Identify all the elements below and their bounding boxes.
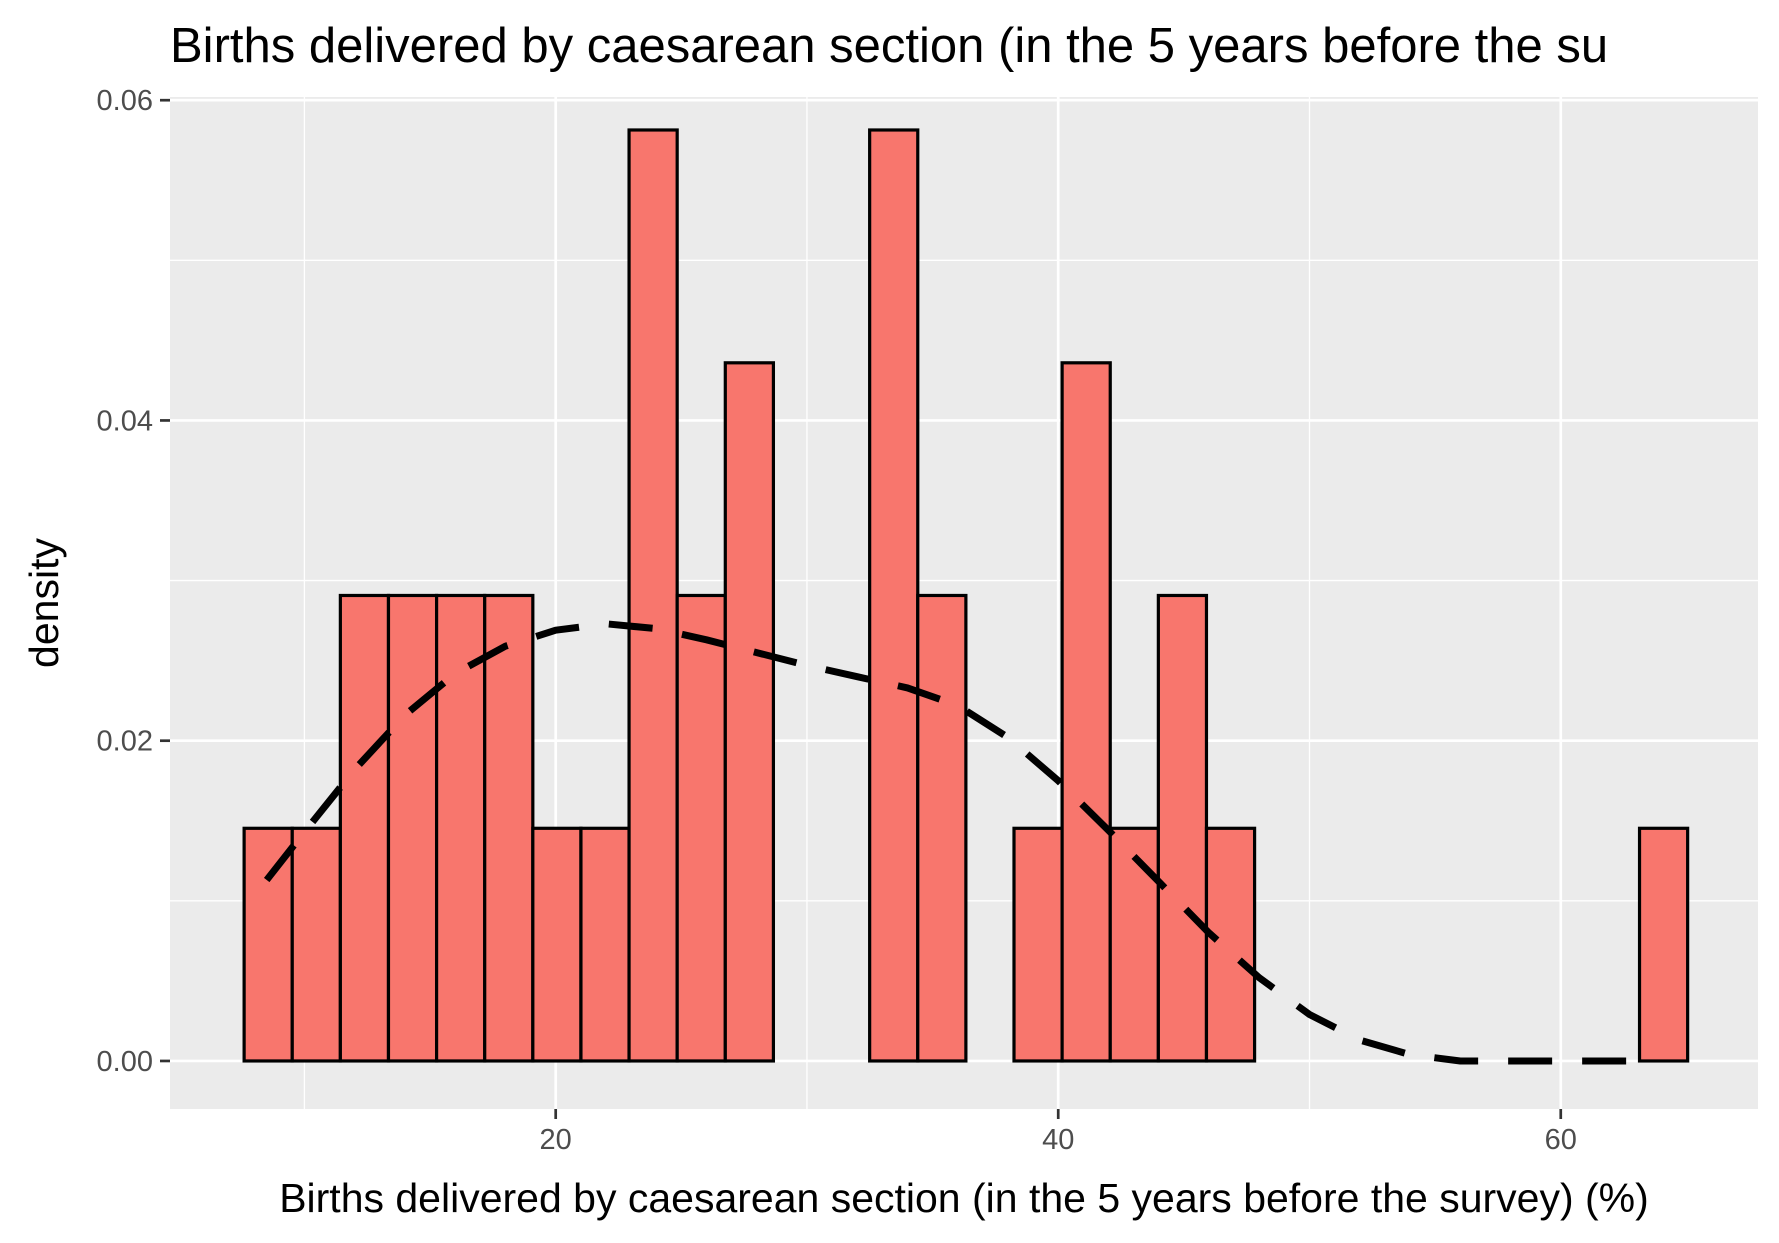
x-tick-label: 40 [1042,1124,1074,1156]
histogram-bar [1108,826,1160,1063]
histogram-bar [675,593,727,1063]
axes: 0.00 0.02 0.04 0.06 20 40 60 [97,85,1577,1156]
histogram-bar [723,361,776,1063]
histogram-bar [868,128,920,1063]
x-axis-title: Births delivered by caesarean section (i… [279,1175,1649,1221]
histogram-bar [916,593,968,1063]
histogram-bar [434,593,487,1063]
histogram-bar [579,826,631,1063]
y-tick-label: 0.00 [97,1046,153,1078]
histogram-bar [483,593,535,1063]
chart-title: Births delivered by caesarean section (i… [170,19,1608,73]
histogram-bar [386,593,439,1063]
y-tick-label: 0.04 [97,405,153,437]
histogram-bar [1637,826,1690,1063]
histogram-bar [1156,593,1209,1063]
histogram-bar [627,128,679,1063]
x-tick-label: 20 [540,1124,572,1156]
histogram-bars [242,128,1690,1063]
histogram-bar [290,826,342,1063]
x-tick-label: 60 [1545,1124,1577,1156]
histogram-bar [338,593,391,1063]
histogram-bar [1060,361,1112,1063]
y-tick-label: 0.02 [97,726,153,758]
histogram-bar [242,826,294,1063]
y-axis-title: density [21,538,67,668]
histogram-bar [1012,826,1064,1063]
density-curve [263,620,1639,1065]
histogram-bar [1204,826,1257,1063]
y-tick-label: 0.06 [97,85,153,117]
histogram-bar [531,826,583,1063]
